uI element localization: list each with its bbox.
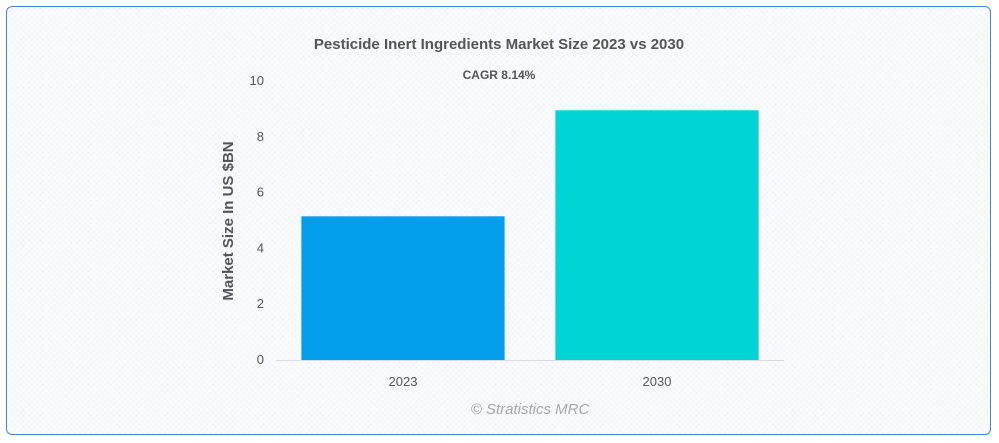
y-tick-label: 8 bbox=[257, 129, 264, 144]
x-tick-label: 2023 bbox=[389, 374, 418, 389]
y-tick-label: 0 bbox=[257, 352, 264, 367]
y-tick-label: 6 bbox=[257, 185, 264, 200]
bar-2030 bbox=[555, 110, 759, 360]
y-axis-ticks: 0 2 4 6 8 10 bbox=[250, 73, 264, 367]
y-tick-label: 4 bbox=[257, 240, 264, 255]
y-tick-label: 2 bbox=[257, 296, 264, 311]
bars bbox=[301, 110, 759, 360]
bar-2023 bbox=[301, 216, 505, 360]
chart-subtitle: CAGR 8.14% bbox=[463, 68, 536, 82]
credit-text: © Stratistics MRC bbox=[471, 401, 590, 418]
x-axis-ticks: 2023 2030 bbox=[389, 374, 672, 389]
chart-title: Pesticide Inert Ingredients Market Size … bbox=[314, 36, 684, 53]
y-axis-label: Market Size In US $BN bbox=[220, 141, 237, 300]
x-tick-label: 2030 bbox=[643, 374, 672, 389]
y-tick-label: 10 bbox=[250, 73, 264, 88]
